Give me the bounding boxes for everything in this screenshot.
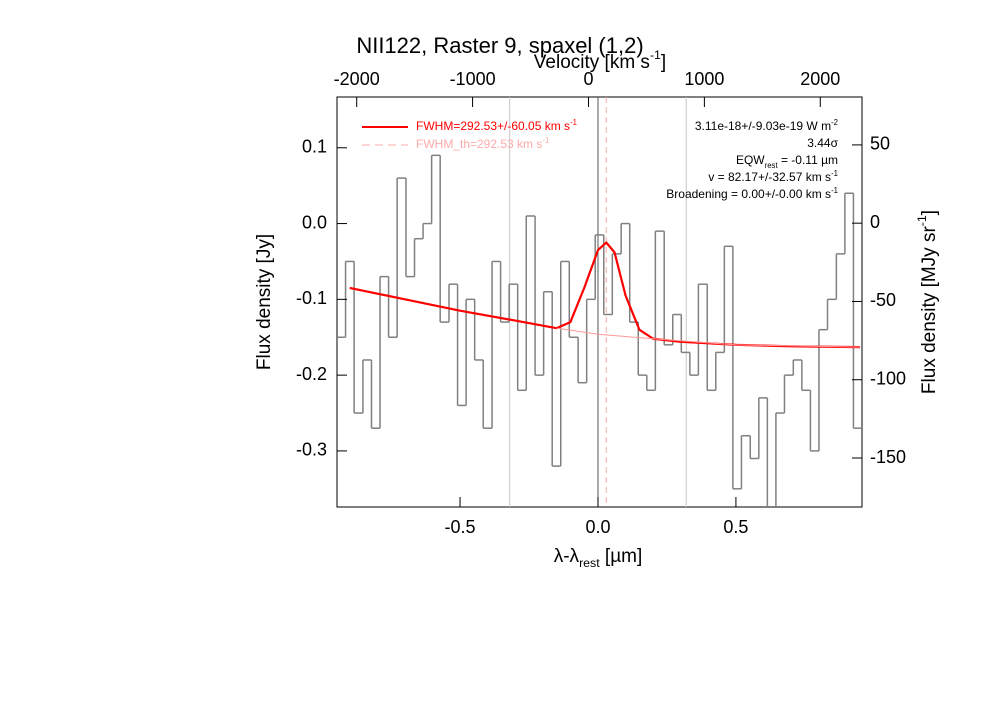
- annotation: 3.11e-18+/-9.03e-19 W m-2: [695, 118, 838, 134]
- legend-label: FWHM=292.53+/-60.05 km s-1: [416, 118, 577, 134]
- y2-axis-label-part: -1: [915, 215, 929, 226]
- y2-tick-label: 0: [870, 212, 880, 232]
- annotation: Broadening = 0.00+/-0.00 km s-1: [666, 186, 838, 202]
- annotation-part: -1: [831, 169, 838, 178]
- y-tick-label: 0.1: [302, 137, 327, 157]
- annotation-part: Broadening = 0.00+/-0.00 km s: [666, 187, 831, 201]
- y-axis-label: Flux density [Jy]: [254, 234, 275, 370]
- y2-tick-label: -100: [870, 368, 906, 388]
- y2-tick-label: -150: [870, 447, 906, 467]
- annotation: EQWrest = -0.11 µm: [736, 153, 838, 169]
- x2-tick-label: -2000: [334, 69, 380, 89]
- y-axis-label-part: Flux density [Jy]: [254, 234, 275, 370]
- y-tick-label: -0.3: [296, 440, 327, 460]
- x2-axis-label: Velocity [km s-1]: [534, 48, 666, 73]
- y2-axis-label-part: Flux density [MJy sr: [919, 226, 940, 395]
- annotation: 3.44σ: [807, 136, 838, 150]
- annotation-part: -1: [831, 186, 838, 195]
- plot-frame: [336, 96, 863, 508]
- x2-tick-label: -1000: [450, 69, 496, 89]
- y2-axis-label: Flux density [MJy sr-1]: [915, 210, 940, 394]
- fit-curve: [349, 241, 861, 349]
- annotation-part: = -0.11 µm: [778, 153, 838, 167]
- x-axis-label-part: λ-λ: [554, 546, 580, 567]
- fit-curve: [556, 327, 861, 348]
- x2-axis-label-part: Velocity [km s: [534, 52, 650, 73]
- y-tick-label: 0.0: [302, 212, 327, 232]
- plot-area: [337, 97, 862, 507]
- x2-tick-label: 0: [583, 69, 593, 89]
- y-tick-label: -0.1: [296, 288, 327, 308]
- y2-tick-label: -50: [870, 290, 896, 310]
- x-axis-label: λ-λrest [µm]: [554, 546, 643, 570]
- x-tick-label: 0.0: [585, 517, 610, 537]
- legend-label-part: FWHM_th=292.53 km s: [416, 137, 542, 151]
- x2-axis-label-part: -1: [650, 48, 661, 62]
- x2-tick-label: 2000: [800, 69, 840, 89]
- x2-axis-label-part: ]: [661, 52, 666, 73]
- x-axis-label-part: rest: [579, 556, 600, 570]
- annotation-part: 3.44σ: [807, 136, 838, 150]
- annotation-part: rest: [765, 161, 779, 170]
- chart-title: NII122, Raster 9, spaxel (1,2): [356, 33, 643, 58]
- annotation: v = 82.17+/-32.57 km s-1: [708, 169, 838, 185]
- x-tick-label: 0.5: [723, 517, 748, 537]
- legend-label: FWHM_th=292.53 km s-1: [416, 136, 549, 152]
- annotation-part: 3.11e-18+/-9.03e-19 W m: [695, 119, 831, 133]
- x2-tick-label: 1000: [684, 69, 724, 89]
- annotation-part: EQW: [736, 153, 765, 167]
- x-tick-label: -0.5: [445, 517, 476, 537]
- x-axis-label-part: [µm]: [600, 546, 643, 567]
- annotation-part: -2: [831, 118, 838, 127]
- legend-label-part: -1: [570, 118, 577, 127]
- y-tick-label: -0.2: [296, 364, 327, 384]
- legend-label-part: -1: [542, 136, 549, 145]
- y2-tick-label: 50: [870, 134, 890, 154]
- y2-axis-label-part: ]: [919, 210, 940, 215]
- annotation-part: v = 82.17+/-32.57 km s: [708, 170, 831, 184]
- legend-label-part: FWHM=292.53+/-60.05 km s: [416, 119, 570, 133]
